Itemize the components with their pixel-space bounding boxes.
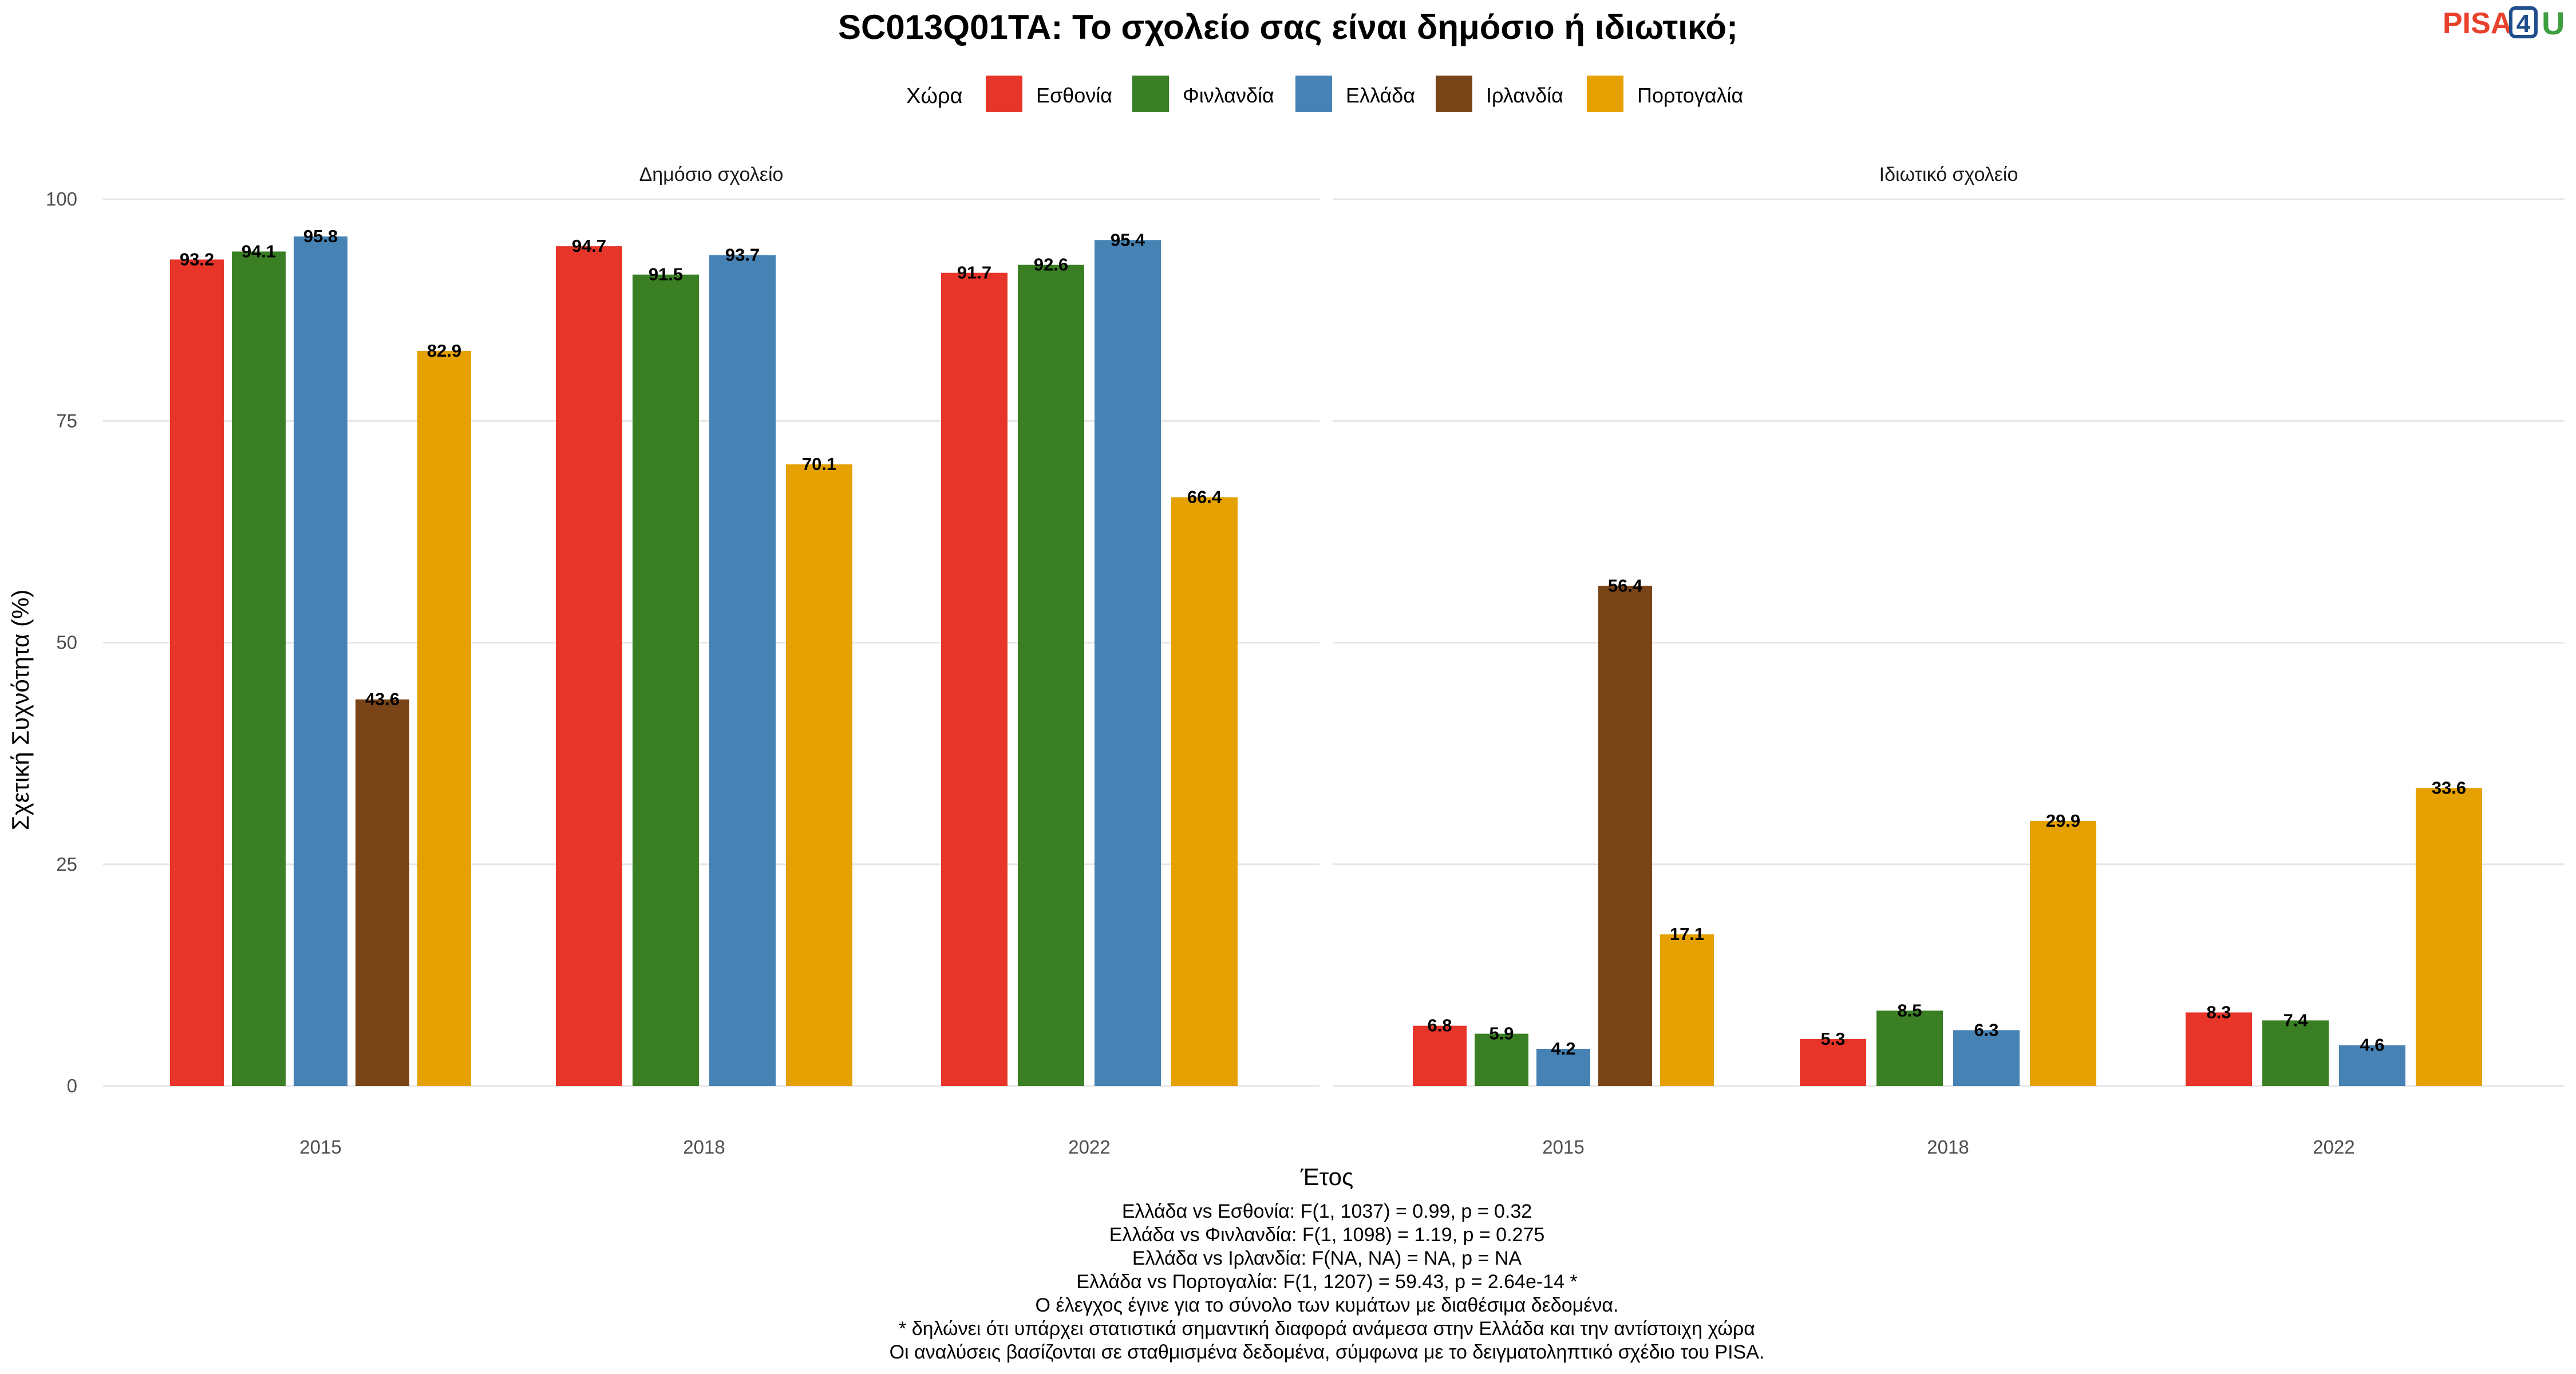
bar-value-label: 17.1 (1670, 924, 1704, 944)
footnote-line: Ελλάδα vs Πορτογαλία: F(1, 1207) = 59.43… (1076, 1271, 1577, 1293)
legend-label: Ελλάδα (1346, 84, 1415, 107)
y-tick-label: 0 (67, 1075, 77, 1096)
legend-swatch (986, 76, 1022, 112)
bar (1475, 1033, 1528, 1086)
bar-value-label: 91.5 (649, 264, 683, 285)
legend-swatch (1436, 76, 1472, 112)
legend-swatch (1587, 76, 1623, 112)
bar-value-label: 5.9 (1489, 1024, 1514, 1044)
x-tick-label: 2022 (2313, 1136, 2354, 1158)
pisa4u-logo: PISA 4 U (2443, 5, 2565, 41)
bar (1171, 497, 1238, 1086)
bar (941, 273, 1008, 1086)
bar-value-label: 7.4 (2283, 1010, 2308, 1030)
bar-value-label: 93.2 (180, 249, 214, 269)
bar (1536, 1048, 1590, 1086)
footnote-line: Ελλάδα vs Ιρλανδία: F(NA, NA) = NA, p = … (1132, 1247, 1522, 1269)
bar-value-label: 6.3 (1974, 1020, 1998, 1040)
footnote-line: Οι αναλύσεις βασίζονται σε σταθμισμένα δ… (890, 1341, 1765, 1363)
bar (1598, 586, 1652, 1086)
panel-strip-title: Δημόσιο σχολείο (639, 164, 784, 185)
bar (232, 251, 286, 1086)
logo-text-u: U (2542, 5, 2565, 41)
bar-value-label: 70.1 (802, 454, 836, 474)
bar-value-label: 4.2 (1551, 1039, 1575, 1059)
legend-label: Ιρλανδία (1486, 84, 1563, 107)
bar (417, 350, 471, 1086)
bar-value-label: 92.6 (1034, 255, 1068, 275)
bar-value-label: 66.4 (1187, 487, 1222, 507)
legend-title: Χώρα (906, 84, 963, 108)
y-tick-label: 25 (56, 854, 77, 875)
bar-value-label: 4.6 (2360, 1035, 2384, 1055)
legend-label: Πορτογαλία (1637, 84, 1743, 107)
x-tick-label: 2018 (683, 1136, 725, 1158)
bar (294, 236, 347, 1087)
panel-1: Δημόσιο σχολείο 0 25 50 75 100 93.2 94.1 95.8 43.… (46, 164, 1319, 1158)
y-tick-label: 50 (56, 632, 77, 653)
bar (1953, 1030, 2020, 1086)
footnote-line: Ελλάδα vs Φινλανδία: F(1, 1098) = 1.19, … (1109, 1224, 1545, 1246)
bar (355, 699, 409, 1086)
y-axis-title: Σχετική Συχνότητα (%) (7, 590, 34, 831)
panels: Δημόσιο σχολείο 0 25 50 75 100 93.2 94.1 95.8 43.… (46, 164, 2565, 1158)
bar (1413, 1025, 1467, 1086)
logo-box (2509, 6, 2538, 38)
bar-value-label: 56.4 (1608, 575, 1643, 595)
logo-text-pisa: PISA (2443, 7, 2512, 40)
x-tick-label: 2018 (1927, 1136, 1969, 1158)
footnotes: Ελλάδα vs Εσθονία: F(1, 1037) = 0.99, p … (890, 1201, 1765, 1363)
footnote-line: Ελλάδα vs Εσθονία: F(1, 1037) = 0.99, p … (1122, 1201, 1532, 1222)
x-tick-label: 2022 (1068, 1136, 1110, 1158)
bar (2262, 1020, 2329, 1086)
bar (786, 464, 852, 1086)
bar-value-label: 95.4 (1111, 230, 1145, 250)
bar-value-label: 91.7 (957, 263, 991, 283)
bar (1876, 1010, 1943, 1086)
bar (633, 274, 699, 1086)
bar (2030, 820, 2096, 1086)
x-tick-label: 2015 (299, 1136, 341, 1158)
bar (709, 255, 776, 1086)
footnote-line: * δηλώνει ότι υπάρχει στατιστικά σημαντι… (899, 1318, 1755, 1340)
bar (2416, 788, 2482, 1086)
bar-value-label: 6.8 (1427, 1016, 1452, 1036)
bar-value-label: 8.5 (1897, 1000, 1922, 1020)
legend-label: Εσθονία (1036, 84, 1112, 107)
bar-value-label: 8.3 (2206, 1002, 2231, 1022)
bar (1095, 240, 1161, 1086)
legend-swatch (1295, 76, 1332, 112)
footnote-line: Ο έλεγχος έγινε για το σύνολο των κυμάτω… (1036, 1294, 1619, 1316)
bar-value-label: 94.7 (572, 236, 606, 256)
y-tick-label: 100 (46, 188, 77, 210)
bar-value-label: 43.6 (365, 689, 400, 709)
logo-text-4: 4 (2516, 10, 2531, 38)
bar (1800, 1039, 1866, 1086)
bar-value-label: 95.8 (303, 226, 338, 246)
bar-value-label: 5.3 (1820, 1029, 1845, 1049)
bar (1018, 264, 1084, 1087)
x-axis-title: Έτος (1300, 1163, 1354, 1190)
panel-2: Ιδιωτικό σχολείο 6.8 5.9 4.2 56.4 17.1 2015 5.3… (1333, 164, 2565, 1158)
legend-swatch (1132, 76, 1169, 112)
bar (2186, 1012, 2252, 1086)
legend: Χώρα Εσθονία Φινλανδία Ελλάδα Ιρλανδία Πορτο… (906, 76, 1743, 112)
panel-strip-title: Ιδιωτικό σχολείο (1879, 164, 2018, 185)
bar-value-label: 29.9 (2046, 811, 2080, 831)
chart-title: SC013Q01TA: Το σχολείο σας είναι δημόσιο… (838, 8, 1738, 46)
y-tick-label: 75 (56, 410, 77, 431)
x-tick-label: 2015 (1542, 1136, 1584, 1158)
bar (556, 246, 622, 1087)
bar-value-label: 33.6 (2432, 778, 2466, 798)
bar-value-label: 94.1 (242, 241, 276, 261)
legend-label: Φινλανδία (1183, 84, 1274, 107)
bar (1660, 934, 1714, 1086)
bar-value-label: 93.7 (725, 245, 760, 265)
bar (2339, 1045, 2405, 1086)
bar (170, 259, 224, 1086)
bar-value-label: 82.9 (427, 341, 461, 361)
